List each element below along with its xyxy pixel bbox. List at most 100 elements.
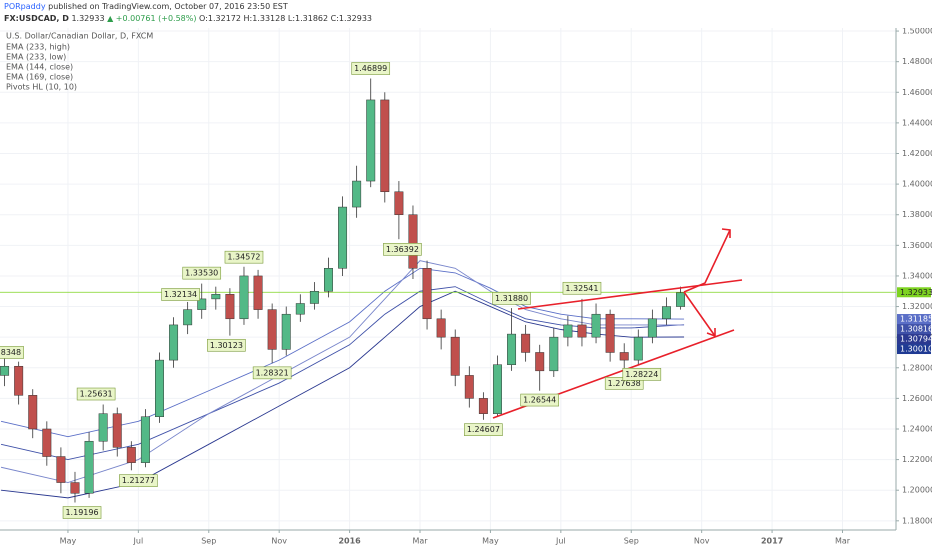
candle-body bbox=[267, 309, 277, 350]
plot: U.S. Dollar/Canadian Dollar, D, FXCM 1.1… bbox=[0, 28, 932, 546]
pivot-label: 1.28224 bbox=[625, 370, 658, 379]
candle-body bbox=[394, 191, 404, 215]
x-tick-label: May bbox=[482, 537, 499, 546]
low: L:1.31862 bbox=[287, 14, 329, 23]
publish-line: PORpaddy published on TradingView.com, O… bbox=[4, 2, 288, 11]
candle-body bbox=[352, 180, 362, 208]
y-tick-label: 1.48000 bbox=[902, 57, 932, 66]
candle-body bbox=[478, 398, 488, 414]
pivot-box bbox=[464, 423, 503, 436]
arrow-down bbox=[683, 291, 716, 337]
candle-body bbox=[647, 318, 657, 338]
published: published on TradingView.com, October 07… bbox=[48, 2, 288, 11]
arrow-up bbox=[683, 229, 731, 293]
candle-body bbox=[295, 303, 305, 315]
y-tick-label: 1.18000 bbox=[902, 516, 932, 525]
candle-body bbox=[380, 99, 390, 193]
y-tick-label: 1.22000 bbox=[902, 455, 932, 464]
x-tick-label: 2017 bbox=[761, 537, 783, 546]
pivot-label: 1.30123 bbox=[210, 341, 243, 350]
candle-body bbox=[140, 416, 150, 463]
pivot-label: 1.28348 bbox=[0, 348, 21, 357]
trend-line-upper bbox=[517, 279, 743, 310]
x-tick-label: Jul bbox=[555, 537, 566, 546]
candle-body bbox=[338, 206, 348, 269]
candle-body bbox=[42, 428, 52, 457]
pivot-label: 1.31880 bbox=[495, 294, 528, 303]
ema-line bbox=[0, 260, 685, 484]
x-tick-label: Nov bbox=[271, 537, 287, 546]
candle-body bbox=[253, 275, 263, 310]
pivot-box bbox=[207, 338, 246, 352]
pivot-box bbox=[161, 288, 200, 301]
candle-body bbox=[605, 313, 615, 353]
price-tag bbox=[897, 314, 931, 325]
pivot-label: 1.24607 bbox=[467, 425, 500, 434]
candle-body bbox=[126, 447, 136, 463]
candle-body bbox=[281, 313, 291, 350]
candle-body bbox=[183, 309, 193, 326]
open: O:1.32172 bbox=[199, 14, 241, 23]
candle-body bbox=[28, 395, 38, 430]
candle-body bbox=[563, 324, 573, 338]
candle-body bbox=[521, 333, 531, 353]
y-tick-label: 1.26000 bbox=[902, 394, 932, 403]
candle-body bbox=[225, 294, 235, 320]
price-tag-label: 1.30794 bbox=[900, 335, 932, 344]
chart-title: U.S. Dollar/Canadian Dollar, D, FXCM bbox=[6, 32, 153, 41]
candle-body bbox=[422, 268, 432, 320]
price-tag bbox=[897, 344, 931, 355]
candle-body bbox=[0, 365, 10, 376]
x-tick-label: Sep bbox=[624, 537, 639, 546]
high: H:1.33128 bbox=[243, 14, 286, 23]
y-tick-label: 1.44000 bbox=[902, 118, 932, 127]
candle-body bbox=[56, 456, 66, 483]
price-tag bbox=[897, 334, 931, 345]
candle-body bbox=[464, 375, 474, 399]
author[interactable]: PORpaddy bbox=[4, 2, 46, 11]
candle-body bbox=[507, 333, 517, 365]
close: C:1.32933 bbox=[330, 14, 373, 23]
legend-entry: EMA (169, close) bbox=[6, 73, 73, 82]
symbol-line: FX:USDCAD, D 1.32933 ▲ +0.00761 (+0.58%)… bbox=[4, 14, 372, 23]
arrow-up-head bbox=[721, 228, 731, 238]
candle-body bbox=[408, 214, 418, 269]
pivot-label: 1.32541 bbox=[565, 284, 598, 293]
candle-body bbox=[98, 413, 108, 442]
candle-body bbox=[535, 352, 545, 372]
legend-entry: EMA (144, close) bbox=[6, 63, 73, 72]
candle-body bbox=[197, 298, 207, 310]
candle-body bbox=[436, 318, 446, 338]
candle-body bbox=[155, 359, 164, 417]
y-tick-label: 1.28000 bbox=[902, 363, 932, 372]
drawings bbox=[492, 228, 743, 419]
x-tick-label: Mar bbox=[412, 537, 428, 546]
chart: U.S. Dollar/Canadian Dollar, D, FXCM 1.1… bbox=[0, 28, 932, 546]
y-tick-label: 1.24000 bbox=[902, 424, 932, 433]
candle-body bbox=[239, 275, 249, 320]
y-tick-label: 1.46000 bbox=[902, 88, 932, 97]
candle-body bbox=[84, 440, 94, 494]
candle-body bbox=[492, 364, 502, 414]
candle-body bbox=[169, 324, 179, 361]
y-tick-label: 1.42000 bbox=[902, 149, 932, 158]
price-tag bbox=[897, 324, 931, 335]
y-tick-label: 1.50000 bbox=[902, 28, 932, 36]
x-tick-label: Mar bbox=[835, 537, 851, 546]
candle-body bbox=[70, 482, 80, 494]
candle-body bbox=[14, 365, 24, 396]
candle-body bbox=[633, 336, 643, 361]
y-tick-label: 1.20000 bbox=[902, 486, 932, 495]
price-tag-label: 1.32933 bbox=[900, 288, 932, 297]
pivot-box bbox=[62, 506, 102, 519]
candle-body bbox=[549, 336, 559, 372]
pivot-label: 1.46899 bbox=[354, 64, 387, 73]
pivot-label: 1.34572 bbox=[227, 253, 260, 262]
price-tag-label: 1.30010 bbox=[900, 345, 932, 354]
pivot-label: 1.28321 bbox=[256, 368, 289, 377]
symbol: FX:USDCAD, D bbox=[4, 14, 69, 23]
candle-body bbox=[309, 290, 319, 304]
legend-entry: EMA (233, high) bbox=[6, 43, 70, 52]
pivot-label: 1.21277 bbox=[122, 476, 155, 485]
candle-body bbox=[323, 268, 333, 292]
